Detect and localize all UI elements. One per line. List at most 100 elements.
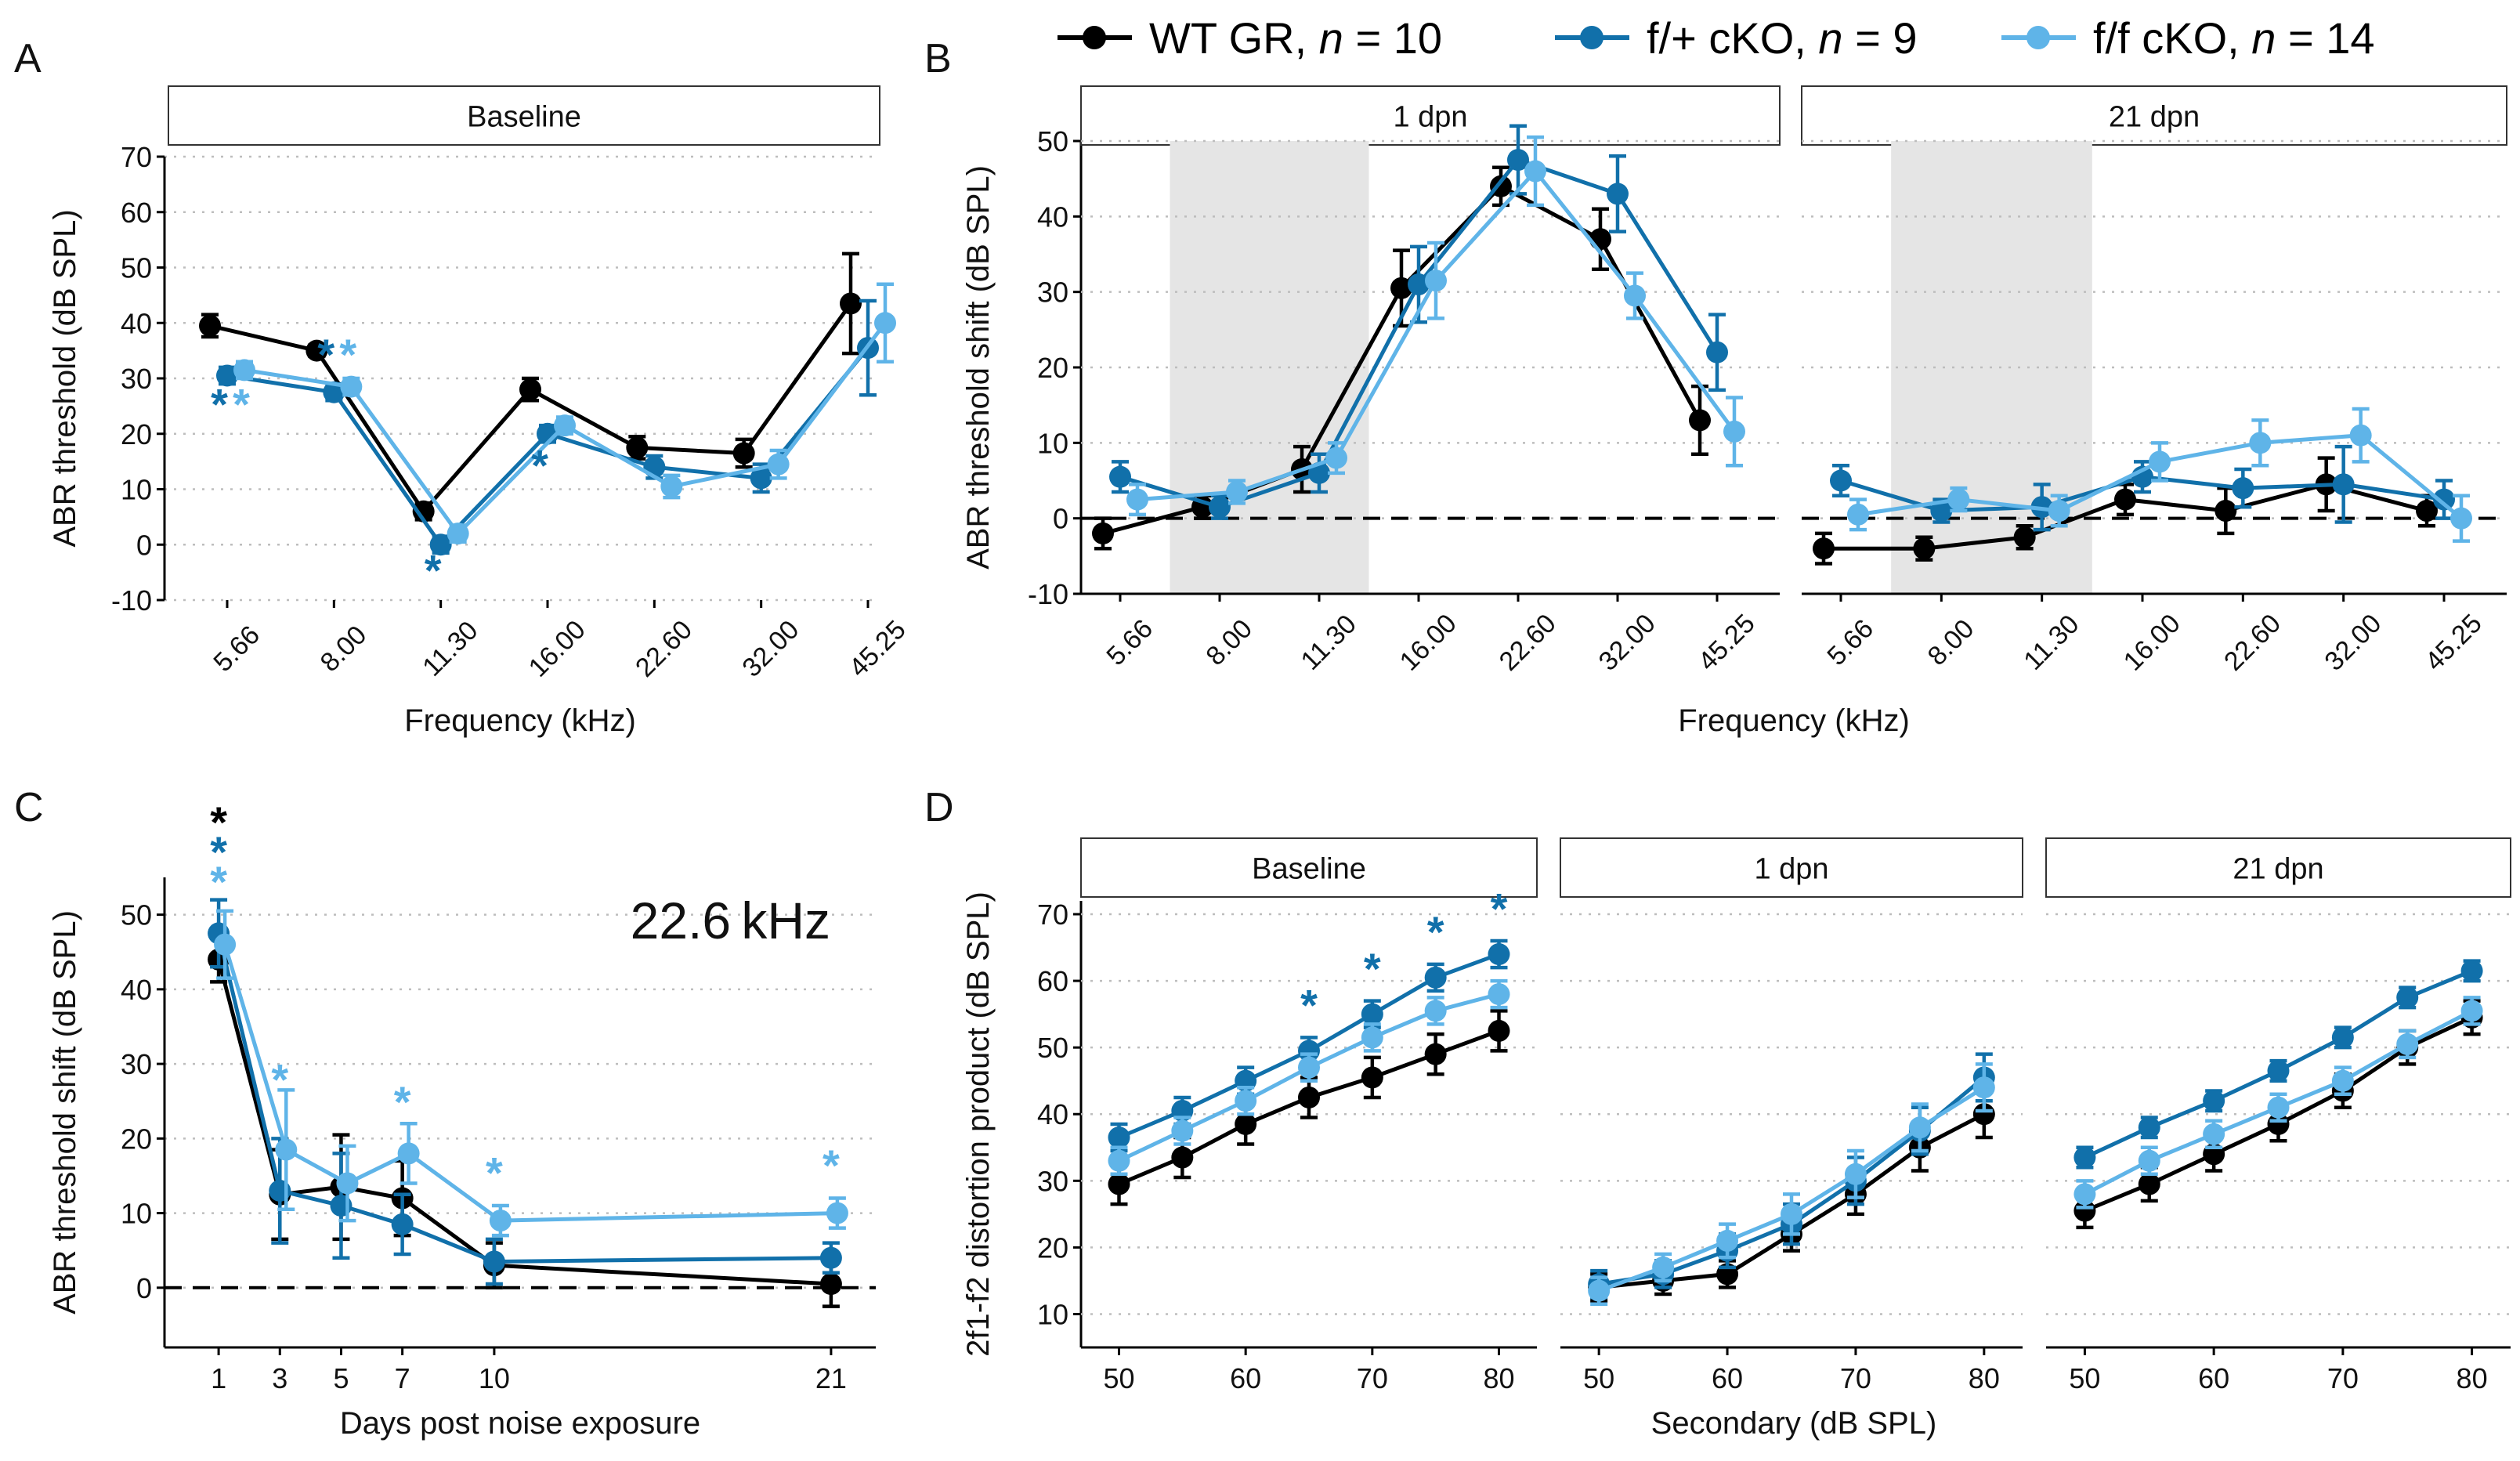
panel-a-x-tick-label: 32.00 bbox=[736, 615, 804, 683]
panel-d-facet-1-point-fp bbox=[1298, 1040, 1320, 1062]
panel-c-x-tick-label: 10 bbox=[479, 1362, 510, 1394]
panel-b-facet-2-point-ff bbox=[2048, 500, 2070, 523]
panel-d-facet-3-point-wt bbox=[2073, 1199, 2096, 1222]
panel-b-facet-2-point-ff bbox=[1847, 503, 1869, 526]
panel-d-facet-3-point-fp bbox=[2331, 1026, 2354, 1049]
panel-b-facet-2-point-fp bbox=[1830, 469, 1852, 492]
panel-d-facet-2-point-ff bbox=[1972, 1076, 1995, 1099]
panel-a-y-tick-label: 20 bbox=[121, 418, 152, 450]
panel-c-significance-star: * bbox=[394, 1077, 411, 1126]
panel-d-facet-2-strip-label: 1 dpn bbox=[1754, 853, 1828, 886]
panel-d-facet-1-significance-star: * bbox=[1491, 884, 1508, 933]
panel-d-facet-1-point-wt bbox=[1171, 1146, 1194, 1169]
panel-b-facet-2-point-ff bbox=[2149, 450, 2171, 473]
panel-d-facet-3-point-fp bbox=[2396, 986, 2419, 1009]
panel-b-y-label: ABR threshold shift (dB SPL) bbox=[961, 165, 996, 570]
panel-d-facet-3-x-tick-label: 60 bbox=[2198, 1362, 2229, 1394]
panel-b-facet-2-point-fp bbox=[1930, 500, 1953, 523]
panel-letter-C: C bbox=[14, 785, 44, 830]
panel-b-facet-1-strip-box bbox=[1080, 85, 1781, 146]
panel-c-y-tick-label: 40 bbox=[121, 974, 152, 1006]
panel-b-facet-1-point-ff bbox=[1723, 420, 1745, 443]
panel-b-facet-1-point-wt bbox=[1092, 522, 1114, 544]
panel-d-facet-1-point-wt bbox=[1424, 1043, 1447, 1065]
panel-d-facet-3-point-ff bbox=[2073, 1183, 2096, 1206]
panel-c-y-label: ABR threshold shift (dB SPL) bbox=[48, 910, 82, 1315]
panel-d-facet-1-point-fp bbox=[1488, 943, 1510, 966]
panel-c-line-ff bbox=[222, 943, 837, 1223]
panel-d-facet-3-strip-label: 21 dpn bbox=[2233, 853, 2323, 886]
panel-d-y-tick-label: 10 bbox=[1037, 1298, 1068, 1330]
panel-d-facet-2-x-tick-label: 80 bbox=[1969, 1362, 2000, 1394]
panel-a-x-tick-label: 22.60 bbox=[630, 615, 698, 683]
panel-b-facet-1-point-fp bbox=[1607, 183, 1629, 205]
panel-b-facet-2-point-ff bbox=[1947, 488, 1970, 511]
panel-d-facet-3-point-ff bbox=[2331, 1069, 2354, 1092]
panel-d-facet-2-point-ff bbox=[1588, 1279, 1611, 1302]
panel-d-facet-2-strip-box bbox=[1560, 837, 2023, 898]
panel-b-facet-1-point-ff bbox=[1226, 480, 1248, 503]
panel-c-significance-star: * bbox=[271, 1054, 288, 1104]
panel-d-facet-2-point-ff bbox=[1908, 1116, 1931, 1139]
panel-d-facet-1-point-wt bbox=[1235, 1113, 1257, 1135]
panel-d-facet-3-point-fp bbox=[2460, 960, 2483, 982]
panel-a-significance-star: * bbox=[531, 440, 548, 490]
panel-b-facet-1-point-fp bbox=[1408, 273, 1430, 296]
panel-c-x-tick-label: 1 bbox=[211, 1362, 226, 1394]
panel-a-x-tick-label: 8.00 bbox=[315, 620, 373, 678]
panel-d-facet-1-point-ff bbox=[1108, 1149, 1130, 1172]
panel-b-y-tick-label: 0 bbox=[1053, 503, 1068, 535]
panel-a-point-fp bbox=[216, 364, 238, 387]
panel-d-facet-3-point-ff bbox=[2396, 1032, 2419, 1055]
panel-c-point-fp bbox=[819, 1246, 842, 1269]
panel-d-facet-3-point-ff bbox=[2267, 1096, 2290, 1119]
panel-b-facet-2-point-ff bbox=[2249, 432, 2272, 454]
panel-a-x-tick-label: 16.00 bbox=[523, 615, 591, 683]
panel-b-facet-2-x-tick-label: 22.60 bbox=[2218, 609, 2287, 677]
legend-key-point bbox=[2026, 26, 2050, 49]
panel-d-facet-1-point-wt bbox=[1361, 1066, 1383, 1089]
panel-b-facet-2-strip-box bbox=[1801, 85, 2507, 146]
panel-d-facet-3-strip-box bbox=[2045, 837, 2511, 898]
panel-a-significance-star: * bbox=[211, 379, 228, 429]
panel-b-facet-2-point-fp bbox=[2332, 473, 2355, 496]
panel-b-facet-1-point-fp bbox=[1209, 496, 1231, 519]
panel-b-facet-2-point-wt bbox=[2416, 500, 2438, 523]
panel-c-y-tick-label: 20 bbox=[121, 1123, 152, 1155]
panel-a-point-ff bbox=[874, 312, 896, 335]
panel-b-facet-1-x-tick-label: 32.00 bbox=[1593, 609, 1661, 677]
panel-a-point-ff bbox=[447, 523, 469, 545]
panel-b-facet-2-point-ff bbox=[2349, 424, 2372, 447]
panel-b-facet-2-point-wt bbox=[1813, 537, 1835, 560]
panel-a-x-tick-label: 11.30 bbox=[417, 616, 483, 682]
panel-d-facet-3-point-ff bbox=[2138, 1149, 2160, 1172]
panel-c-significance-star: * bbox=[210, 857, 227, 906]
panel-d-facet-1-point-fp bbox=[1108, 1126, 1130, 1149]
panel-d-facet-1-point-ff bbox=[1361, 1026, 1383, 1049]
panel-d-facet-1-x-tick-label: 60 bbox=[1230, 1362, 1261, 1394]
legend-key-point bbox=[1083, 26, 1106, 49]
panel-b-facet-1-x-tick-label: 8.00 bbox=[1200, 613, 1258, 671]
panel-a-point-wt bbox=[840, 292, 862, 315]
panel-b-y-tick-label: 10 bbox=[1037, 427, 1068, 459]
panel-d-y-tick-label: 50 bbox=[1037, 1032, 1068, 1064]
panel-d-y-label: 2f1-f2 distortion product (dB SPL) bbox=[961, 891, 996, 1357]
panel-d-facet-2-point-wt bbox=[1972, 1103, 1995, 1126]
panel-a-y-tick-label: 30 bbox=[121, 363, 152, 395]
panel-d-facet-1-point-ff bbox=[1171, 1119, 1194, 1142]
panel-b-facet-2-point-wt bbox=[1913, 537, 1936, 560]
panel-c-y-tick-label: 50 bbox=[121, 899, 152, 931]
panel-d-facet-3-x-tick-label: 70 bbox=[2327, 1362, 2359, 1394]
panel-b-facet-1-point-wt bbox=[1390, 277, 1412, 299]
panel-a-y-tick-label: 70 bbox=[121, 141, 152, 173]
panel-c-point-ff bbox=[397, 1142, 420, 1165]
panel-a-point-ff bbox=[340, 375, 363, 398]
panel-a-point-fp bbox=[429, 533, 452, 556]
panel-d-facet-1-point-wt bbox=[1488, 1019, 1510, 1042]
panel-b-facet-2-point-wt bbox=[2013, 526, 2036, 548]
panel-c-x-label: Days post noise exposure bbox=[340, 1406, 700, 1441]
panel-c-y-tick-label: 10 bbox=[121, 1198, 152, 1230]
panel-b-facet-2-point-wt bbox=[2114, 488, 2136, 511]
panel-b-facet-1-point-fp bbox=[1706, 341, 1728, 363]
panel-b-facet-2-x-tick-label: 32.00 bbox=[2319, 609, 2387, 677]
